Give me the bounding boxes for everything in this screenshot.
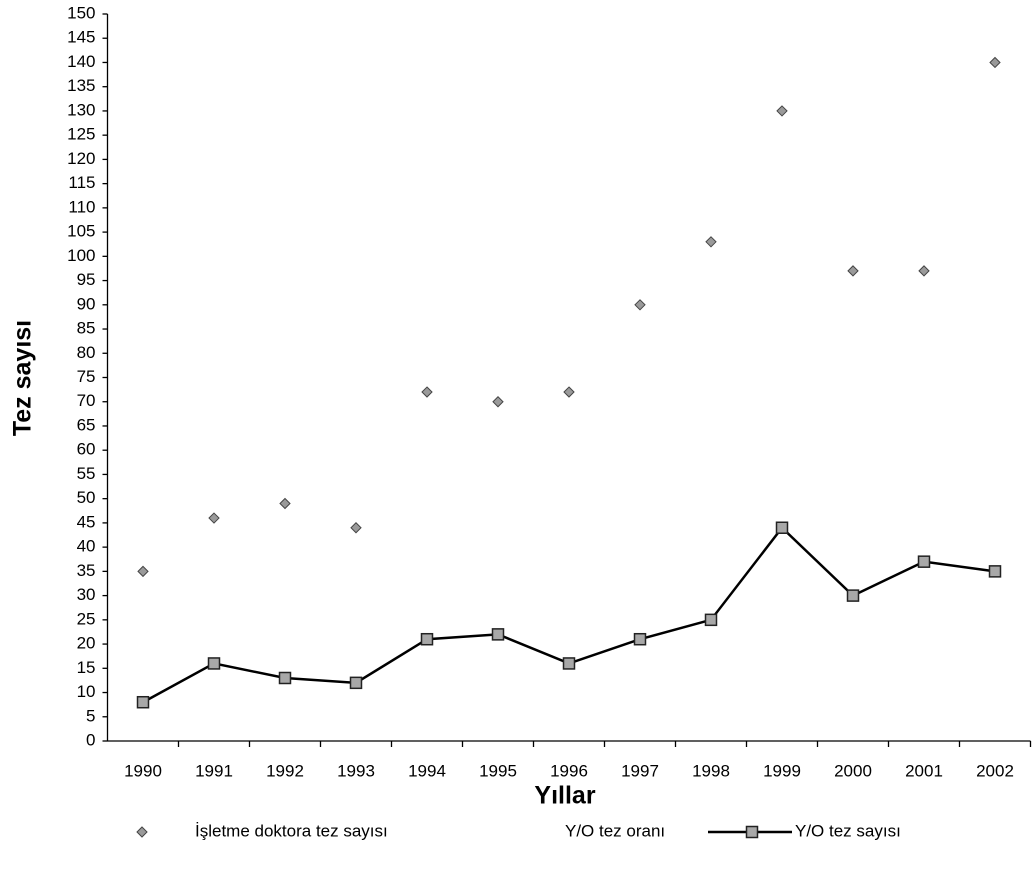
x-tick-label: 1993 (337, 761, 375, 780)
y-tick-label: 0 (86, 730, 95, 749)
x-tick-label: 2002 (976, 761, 1014, 780)
data-point (136, 695, 150, 709)
y-tick-label: 140 (67, 52, 95, 71)
data-point (420, 632, 434, 646)
data-point (421, 386, 433, 398)
y-tick-label: 145 (67, 28, 95, 47)
y-tick-label: 65 (77, 415, 96, 434)
y-tick-label: 30 (77, 585, 96, 604)
y-tick-label: 100 (67, 246, 95, 265)
y-tick-label: 60 (77, 440, 96, 459)
y-tick-label: 35 (77, 561, 96, 580)
y-tick-label: 20 (77, 634, 96, 653)
x-tick-label: 1992 (266, 761, 304, 780)
data-point (847, 265, 859, 277)
data-point (279, 497, 291, 510)
y-tick-label: 75 (77, 367, 96, 386)
data-point (634, 299, 646, 311)
y-tick-label: 150 (67, 3, 95, 22)
data-point (492, 396, 504, 408)
y-tick-label: 85 (77, 319, 96, 338)
data-point (349, 676, 363, 690)
y-tick-label: 5 (86, 706, 95, 725)
data-point (208, 512, 220, 524)
x-tick-label: 2001 (905, 761, 943, 780)
legend-label: Y/O tez sayısı (795, 821, 901, 840)
y-tick-label: 120 (67, 149, 95, 168)
data-point (562, 657, 576, 670)
y-axis-label: Tez sayısı (9, 320, 37, 436)
x-tick-label: 1991 (195, 761, 233, 780)
x-tick-label: 1998 (692, 761, 730, 780)
y-tick-label: 135 (67, 76, 95, 95)
y-tick-label: 80 (77, 343, 96, 362)
legend-marker (745, 825, 759, 839)
y-tick-label: 130 (67, 100, 95, 119)
data-point (350, 522, 362, 534)
data-point (776, 105, 788, 117)
y-tick-label: 50 (77, 488, 96, 507)
y-tick-label: 25 (77, 609, 96, 628)
data-point (207, 657, 221, 670)
x-tick-label: 1997 (621, 761, 659, 780)
data-point (917, 555, 931, 568)
x-tick-label: 1996 (550, 761, 588, 780)
data-point (988, 565, 1002, 578)
y-tick-label: 90 (77, 294, 96, 313)
y-tick-label: 115 (68, 173, 95, 192)
data-point (846, 589, 860, 602)
series-line (142, 525, 996, 704)
y-tick-label: 70 (77, 391, 96, 410)
data-point (989, 56, 1001, 69)
x-tick-label: 1990 (124, 761, 162, 780)
y-tick-label: 95 (77, 270, 96, 289)
x-tick-label: 1999 (763, 761, 801, 780)
y-tick-label: 110 (68, 197, 95, 216)
y-tick-label: 40 (77, 537, 96, 556)
y-tick-label: 15 (77, 658, 96, 677)
data-point (704, 613, 718, 627)
legend-label: Y/O tez oranı (565, 821, 665, 840)
legend-marker (136, 826, 148, 838)
data-point (633, 632, 647, 646)
data-point (918, 265, 930, 277)
data-point (491, 628, 505, 641)
data-point (278, 671, 292, 685)
data-point (137, 565, 149, 578)
x-tick-label: 1994 (408, 761, 446, 780)
y-tick-label: 10 (77, 682, 96, 701)
y-tick-label: 45 (77, 512, 96, 531)
x-tick-label: 1995 (479, 761, 517, 780)
x-tick-label: 2000 (834, 761, 872, 780)
y-tick-label: 125 (67, 125, 95, 144)
x-axis-label: Yıllar (534, 782, 595, 810)
data-point (563, 386, 575, 398)
legend-label: İşletme doktora tez sayısı (195, 821, 388, 840)
y-tick-label: 55 (77, 464, 96, 483)
y-tick-label: 105 (67, 222, 95, 241)
data-point (775, 521, 789, 534)
data-point (705, 236, 717, 248)
